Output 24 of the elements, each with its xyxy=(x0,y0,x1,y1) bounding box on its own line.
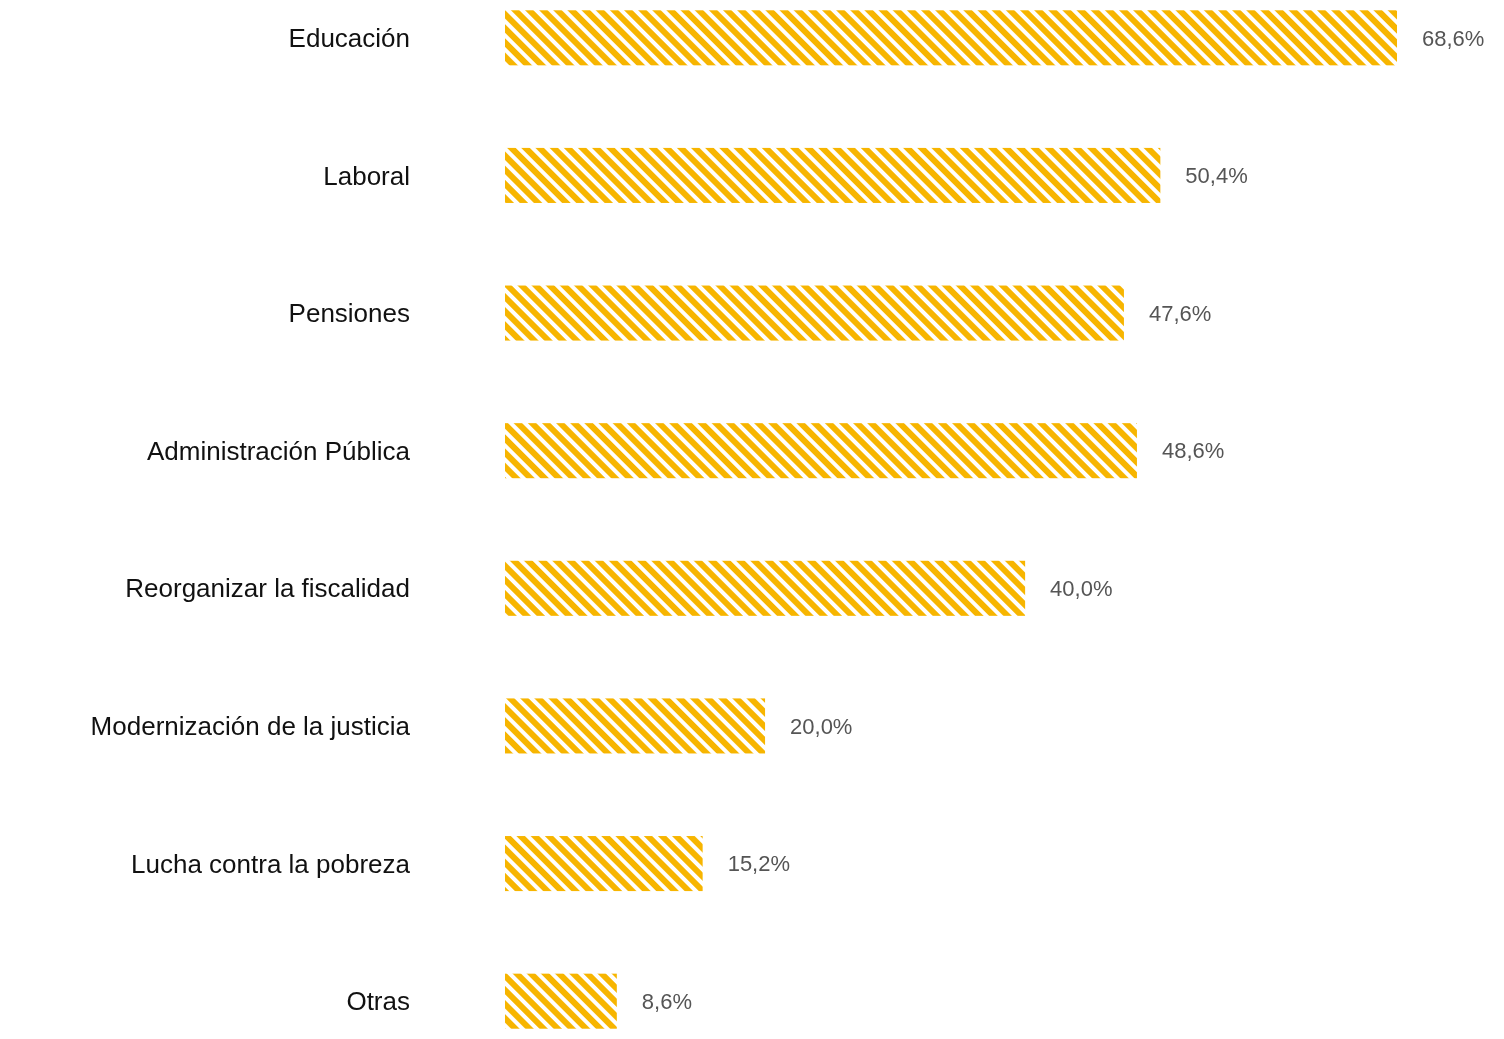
data-label: 68,6% xyxy=(1422,25,1485,51)
data-label: 48,6% xyxy=(1161,438,1225,464)
y-tick-label: Otras xyxy=(346,986,410,1017)
bar xyxy=(505,560,1026,616)
bar xyxy=(505,285,1124,341)
y-tick-label: Reorganizar la fiscalidad xyxy=(125,573,410,604)
bar xyxy=(505,423,1137,479)
y-tick-label: Administración Pública xyxy=(146,435,411,466)
y-tick-label: Lucha contra la pobreza xyxy=(131,848,411,879)
bar xyxy=(505,836,703,892)
data-label: 15,2% xyxy=(727,851,791,877)
bar xyxy=(505,973,617,1029)
bar xyxy=(505,698,766,754)
data-label: 20,0% xyxy=(790,713,853,739)
bar xyxy=(505,147,1161,203)
y-tick-label: Educación xyxy=(288,22,410,53)
bar xyxy=(505,10,1397,66)
data-label: 47,6% xyxy=(1148,300,1212,326)
y-tick-label: Modernización de la justicia xyxy=(90,711,411,742)
data-label: 40,0% xyxy=(1050,576,1113,602)
data-label: 50,4% xyxy=(1185,163,1248,189)
y-tick-label: Pensiones xyxy=(288,298,410,329)
y-tick-label: Laboral xyxy=(323,160,410,191)
data-label: 8,6% xyxy=(641,988,692,1014)
